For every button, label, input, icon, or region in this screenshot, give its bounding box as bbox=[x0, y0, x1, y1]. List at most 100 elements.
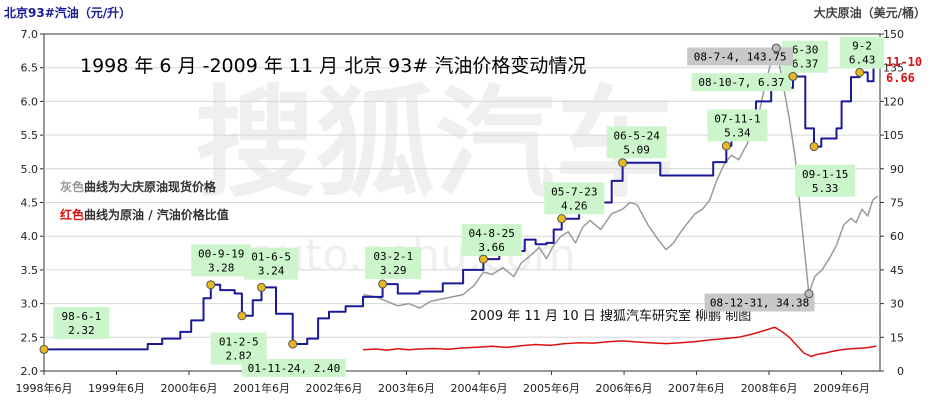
x-tick-label: 2004年6月 bbox=[451, 381, 508, 395]
callout-value: 3.28 bbox=[208, 261, 235, 274]
callout-value: 3.29 bbox=[380, 264, 407, 277]
callout-marker bbox=[557, 214, 567, 224]
callout-c4: 01-2-52.82 bbox=[210, 311, 267, 365]
right-axis-ticks: 0 15 30 45 60 75 90 105 120 135 150 bbox=[880, 28, 904, 378]
callout-text: 01-2-5 bbox=[219, 336, 259, 349]
right-tick-label: 30 bbox=[890, 298, 904, 311]
callout-marker bbox=[237, 311, 247, 321]
x-tick-label: 2008年6月 bbox=[741, 381, 798, 395]
callout-value: 4.26 bbox=[561, 199, 588, 212]
left-tick-label: 7.0 bbox=[21, 28, 39, 41]
callout-text: 01-11-24, 2.40 bbox=[248, 362, 341, 375]
left-tick-label: 4.5 bbox=[21, 197, 39, 210]
callout-box bbox=[244, 247, 299, 280]
legend-gray: 灰色曲线为大庆原油现货价格 bbox=[60, 179, 217, 194]
left-tick-label: 5.0 bbox=[21, 163, 39, 176]
x-tick-label: 2009年6月 bbox=[813, 381, 870, 395]
callout-value: 2.32 bbox=[68, 324, 95, 337]
callout-marker bbox=[618, 158, 628, 168]
left-tick-label: 2.0 bbox=[21, 365, 39, 378]
legend-red-prefix: 红色 bbox=[60, 207, 84, 222]
callout-c1: 98-6-12.32 bbox=[39, 306, 110, 354]
left-tick-label: 5.5 bbox=[21, 129, 39, 142]
callout-value: 5.33 bbox=[812, 182, 839, 195]
legend-gray-prefix: 灰色 bbox=[60, 179, 84, 194]
callout-c9: 06-5-245.09 bbox=[606, 126, 667, 168]
callout-box bbox=[795, 164, 856, 197]
left-tick-label: 4.0 bbox=[21, 230, 39, 243]
left-tick-label: 2.5 bbox=[21, 331, 39, 344]
right-tick-label: 135 bbox=[883, 62, 904, 75]
x-tick-label: 2002年6月 bbox=[306, 381, 363, 395]
x-tick-label: 2005年6月 bbox=[523, 381, 580, 395]
left-axis-ticks: 2.0 2.5 3.0 3.5 4.0 4.5 5.0 5.5 6.0 6.5 7.0 bbox=[21, 28, 44, 378]
grid bbox=[44, 67, 880, 338]
callout-box bbox=[461, 224, 522, 257]
callout-text: 00-9-19 bbox=[198, 247, 244, 260]
callout-text: 98-6-1 bbox=[62, 310, 102, 323]
callout-text: 07-11-1 bbox=[714, 112, 760, 125]
x-tick-label: 1999年6月 bbox=[88, 381, 145, 395]
callout-box bbox=[365, 246, 422, 279]
chart-subtitle: 2009 年 11 月 10 日 搜狐汽车研究室 柳鹏 制图 bbox=[470, 308, 751, 324]
callout-value: 5.34 bbox=[724, 126, 751, 139]
legend-red-text: 曲线为原油 / 汽油价格比值 bbox=[84, 207, 229, 222]
callout-text: 03-2-1 bbox=[373, 250, 413, 263]
callout-text: 6-30 bbox=[792, 44, 819, 57]
callout-box bbox=[687, 47, 794, 66]
callout-marker bbox=[855, 67, 865, 77]
x-tick-label: 2006年6月 bbox=[596, 381, 653, 395]
right-tick-label: 105 bbox=[883, 129, 904, 142]
callout-box bbox=[840, 36, 885, 69]
right-tick-label: 75 bbox=[890, 197, 904, 210]
right-tick-label: 45 bbox=[890, 264, 904, 277]
callout-marker bbox=[378, 279, 388, 289]
left-tick-label: 6.5 bbox=[21, 62, 39, 75]
callout-c6: 03-2-13.29 bbox=[365, 246, 422, 289]
callout-text: 09-1-15 bbox=[802, 168, 848, 181]
callout-marker bbox=[206, 280, 216, 290]
left-tick-label: 3.0 bbox=[21, 298, 39, 311]
x-axis-ticks: 1998年6月 1999年6月 2000年6月 2001年6月 2002年6月 2003年… bbox=[16, 371, 870, 395]
callout-marker bbox=[788, 71, 798, 81]
x-tick-label: 2001年6月 bbox=[233, 381, 290, 395]
left-tick-label: 3.5 bbox=[21, 264, 39, 277]
callout-box bbox=[691, 73, 792, 92]
callout-text: 08-12-31, 34.38 bbox=[710, 296, 809, 309]
right-tick-label: 120 bbox=[883, 95, 904, 108]
callout-c3: 01-6-53.24 bbox=[244, 247, 299, 292]
right-axis-label: 大庆原油（美元/桶） bbox=[814, 5, 926, 20]
callout-c10: 07-11-15.34 bbox=[707, 109, 768, 151]
callout-c15: 08-7-4, 143.75 bbox=[687, 43, 794, 66]
callout-box bbox=[606, 126, 667, 159]
callout-box bbox=[241, 358, 346, 377]
series-crude bbox=[362, 47, 879, 309]
callout-c16: 08-12-31, 34.38 bbox=[704, 289, 815, 312]
left-axis-label: 北京93#汽油（元/升） bbox=[4, 5, 131, 20]
callout-c8: 05-7-234.26 bbox=[544, 182, 605, 224]
callout-marker bbox=[257, 282, 267, 292]
callout-text: 01-6-5 bbox=[251, 251, 291, 264]
end-label-value: 6.66 bbox=[886, 71, 915, 85]
right-tick-label: 60 bbox=[890, 230, 904, 243]
right-tick-label: 15 bbox=[890, 331, 904, 344]
callout-value: 3.24 bbox=[258, 265, 285, 278]
callout-marker bbox=[771, 43, 781, 53]
callout-marker bbox=[39, 344, 49, 354]
callout-text: 04-8-25 bbox=[468, 227, 514, 240]
callout-c7: 04-8-253.66 bbox=[461, 224, 522, 264]
callouts: 98-6-12.32 00-9-193.28 01-6-53.24 01-2-52.8… bbox=[39, 36, 885, 377]
callout-c5: 01-11-24, 2.40 bbox=[241, 339, 346, 377]
callout-value: 6.43 bbox=[849, 54, 876, 67]
x-tick-label: 2000年6月 bbox=[161, 381, 218, 395]
x-tick-label: 2007年6月 bbox=[668, 381, 725, 395]
callout-text: 08-7-4, 143.75 bbox=[694, 50, 787, 63]
callout-text: 08-10-7, 6.37 bbox=[698, 76, 784, 89]
x-tick-label: 1998年6月 bbox=[16, 381, 73, 395]
callout-box bbox=[53, 306, 110, 339]
callout-box bbox=[707, 109, 768, 142]
callout-marker bbox=[809, 142, 819, 152]
x-tick-label: 2003年6月 bbox=[378, 381, 435, 395]
callout-text: 05-7-23 bbox=[551, 185, 597, 198]
